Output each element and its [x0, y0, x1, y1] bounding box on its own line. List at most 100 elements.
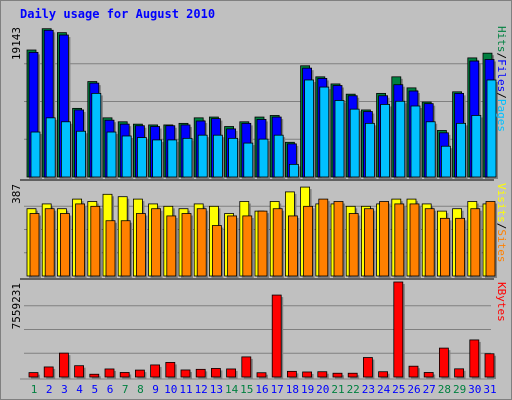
- kbytes-bar: [393, 281, 404, 378]
- pages-bar: [395, 100, 406, 178]
- pages-bar: [288, 163, 299, 178]
- sites-bar: [303, 205, 314, 277]
- pages-bar: [243, 142, 254, 178]
- pages-bar: [486, 79, 497, 178]
- kbytes-bar: [378, 371, 389, 378]
- legend-slash: /: [495, 92, 508, 99]
- legend-hits: Hits: [495, 26, 508, 53]
- chart-title: Daily usage for August 2010: [20, 7, 215, 21]
- sites-bar: [44, 208, 55, 277]
- day-label: 8: [137, 383, 144, 396]
- kbytes-bar: [210, 368, 221, 378]
- legend-slash: /: [495, 53, 508, 60]
- sites-bar: [29, 213, 40, 277]
- kbytes-bar: [241, 356, 252, 378]
- sites-bar: [105, 220, 116, 277]
- kbytes-legend-label: KBytes: [495, 282, 508, 322]
- day-label: 31: [483, 383, 496, 396]
- day-label: 5: [91, 383, 98, 396]
- day-label: 10: [164, 383, 177, 396]
- kbytes-bar: [286, 370, 297, 378]
- kbytes-bar: [195, 368, 206, 378]
- pages-bar: [334, 100, 345, 178]
- kbytes-bar-shadow: [91, 376, 101, 379]
- sites-bar: [90, 205, 101, 277]
- day-label: 11: [179, 383, 192, 396]
- day-label: 3: [61, 383, 68, 396]
- hits-max-label: 19143: [10, 27, 23, 60]
- visits-max-label: 387: [10, 184, 23, 204]
- day-label: 15: [240, 383, 253, 396]
- kbytes-bar: [408, 365, 419, 378]
- sites-bar: [287, 215, 298, 277]
- legend-sites: Sites: [495, 229, 508, 262]
- pages-bar: [425, 121, 436, 178]
- legend-pages: Pages: [495, 99, 508, 132]
- day-label: 19: [301, 383, 314, 396]
- pages-bar: [136, 137, 147, 178]
- kbytes-bar: [165, 362, 176, 378]
- sites-bar: [75, 203, 85, 277]
- pages-bar: [380, 104, 391, 178]
- kbytes-bar: [362, 357, 373, 378]
- sites-bar: [242, 215, 253, 277]
- day-label: 14: [225, 383, 239, 396]
- sites-bar: [135, 213, 146, 277]
- sites-bar: [485, 201, 496, 277]
- kbytes-bar: [302, 371, 313, 378]
- kbytes-bar: [180, 369, 191, 378]
- pages-bar: [364, 122, 375, 178]
- kbytes-bar: [438, 347, 449, 378]
- kbytes-bar: [484, 353, 495, 378]
- sites-bar: [409, 203, 420, 277]
- pages-bar: [471, 115, 482, 178]
- pages-bar: [349, 108, 360, 178]
- sites-bar: [333, 201, 344, 277]
- pages-bar: [30, 131, 41, 178]
- sites-bar: [151, 208, 162, 277]
- day-label: 23: [362, 383, 375, 396]
- kbytes-bar: [89, 373, 100, 378]
- pages-bar: [212, 134, 223, 178]
- kbytes-bar: [43, 366, 54, 378]
- sites-bar: [439, 217, 450, 277]
- day-label: 7: [122, 383, 129, 396]
- pages-bar: [45, 117, 56, 178]
- day-label: 22: [347, 383, 360, 396]
- kbytes-bar: [74, 365, 84, 378]
- day-label: 6: [107, 383, 114, 396]
- kbytes-bar: [134, 369, 145, 378]
- kbytes-bar: [28, 372, 39, 378]
- pages-bar: [258, 138, 269, 178]
- day-label: 25: [392, 383, 405, 396]
- pages-bar: [121, 135, 132, 178]
- day-label: 4: [76, 383, 83, 396]
- kbytes-max-label: 7559231: [10, 283, 23, 329]
- pages-bar: [197, 134, 208, 178]
- pages-bar: [182, 137, 193, 178]
- pages-bar: [319, 86, 330, 178]
- sites-bar: [363, 208, 374, 277]
- kbytes-bar: [347, 372, 358, 378]
- sites-bar: [348, 213, 359, 277]
- legend-slash: /: [495, 223, 508, 230]
- kbytes-bar: [119, 372, 130, 378]
- day-label: 21: [331, 383, 344, 396]
- sites-bar: [394, 203, 405, 277]
- day-label: 12: [195, 383, 208, 396]
- legend-kbytes: KBytes: [495, 282, 508, 322]
- sites-bar: [257, 210, 268, 277]
- kbytes-bar: [271, 294, 282, 378]
- pages-bar: [167, 139, 178, 178]
- day-label: 20: [316, 383, 329, 396]
- pages-bar: [61, 121, 71, 178]
- sites-bar: [318, 198, 329, 277]
- sites-bar: [196, 208, 207, 277]
- kbytes-bar: [423, 372, 434, 378]
- day-label: 24: [377, 383, 391, 396]
- kbytes-bar: [150, 364, 161, 378]
- sites-bar: [120, 220, 131, 277]
- legend-files: Files: [495, 59, 508, 92]
